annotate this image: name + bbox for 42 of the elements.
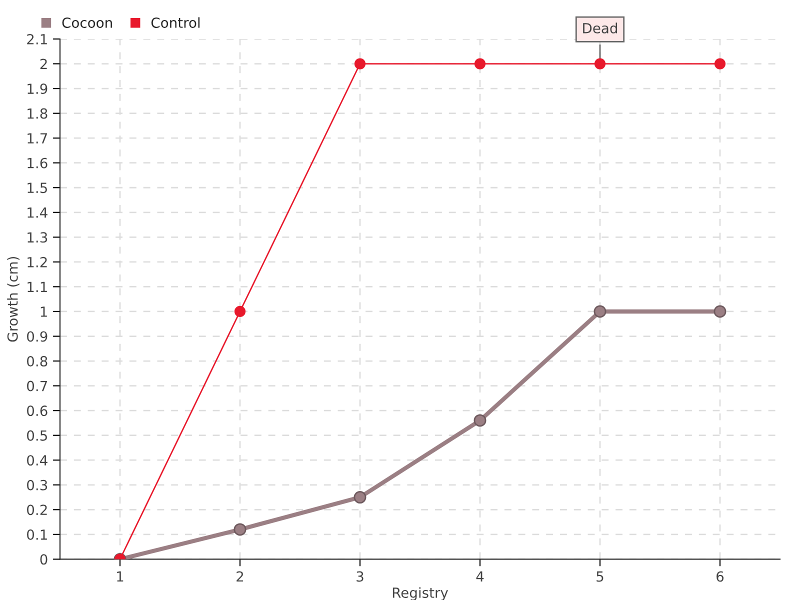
y-tick-label: 1.6 (28, 158, 48, 168)
legend-label: Control (151, 17, 200, 28)
x-tick-label: 1 (117, 571, 124, 582)
y-tick-label: 0.2 (27, 504, 47, 516)
y-tick-label: 0.6 (27, 406, 48, 416)
y-tick-label: 2 (40, 58, 47, 70)
y-tick-label: 1.5 (28, 182, 47, 194)
x-tick-label: 5 (596, 571, 604, 582)
y-tick-label: 2.1 (27, 34, 47, 44)
point (234, 523, 246, 536)
y-tick-label: 1.8 (28, 108, 48, 119)
y-tick-label: 1.3 (28, 232, 48, 243)
y-tick-label: 1 (40, 306, 47, 317)
x-tick-label: 3 (356, 571, 364, 582)
legend-label: Cocoon (62, 17, 112, 28)
y-tick-label: 0 (40, 554, 48, 565)
point (474, 414, 486, 427)
x-tick-label: 6 (716, 571, 724, 582)
y-tick-label: 1.1 (28, 282, 47, 292)
y-tick-label: 0.9 (27, 331, 48, 342)
x-tick-label: 4 (476, 571, 484, 582)
point (594, 305, 606, 318)
y-tick-label: 0.3 (27, 480, 48, 490)
point (354, 58, 366, 70)
point (714, 58, 726, 70)
y-tick-label: 1.7 (28, 133, 48, 144)
x-tick-label: 2 (236, 571, 244, 582)
point (474, 58, 486, 70)
y-tick-label: 0.4 (27, 455, 48, 466)
y-tick-label: 0.8 (27, 356, 48, 367)
point (714, 305, 726, 318)
point (234, 306, 246, 318)
y-tick-label: 1.2 (28, 256, 47, 268)
point (594, 58, 606, 70)
annotation: Dead (583, 22, 618, 34)
y-tick-label: 0.7 (27, 380, 48, 392)
y-tick-label: 1.4 (28, 208, 48, 218)
y-tick-label: 0.1 (27, 529, 47, 540)
y-tick-label: 0.5 (27, 430, 47, 441)
y-axis-title: Growth (cm) (7, 256, 20, 342)
point (354, 491, 366, 504)
y-tick-label: 1.9 (28, 84, 48, 94)
